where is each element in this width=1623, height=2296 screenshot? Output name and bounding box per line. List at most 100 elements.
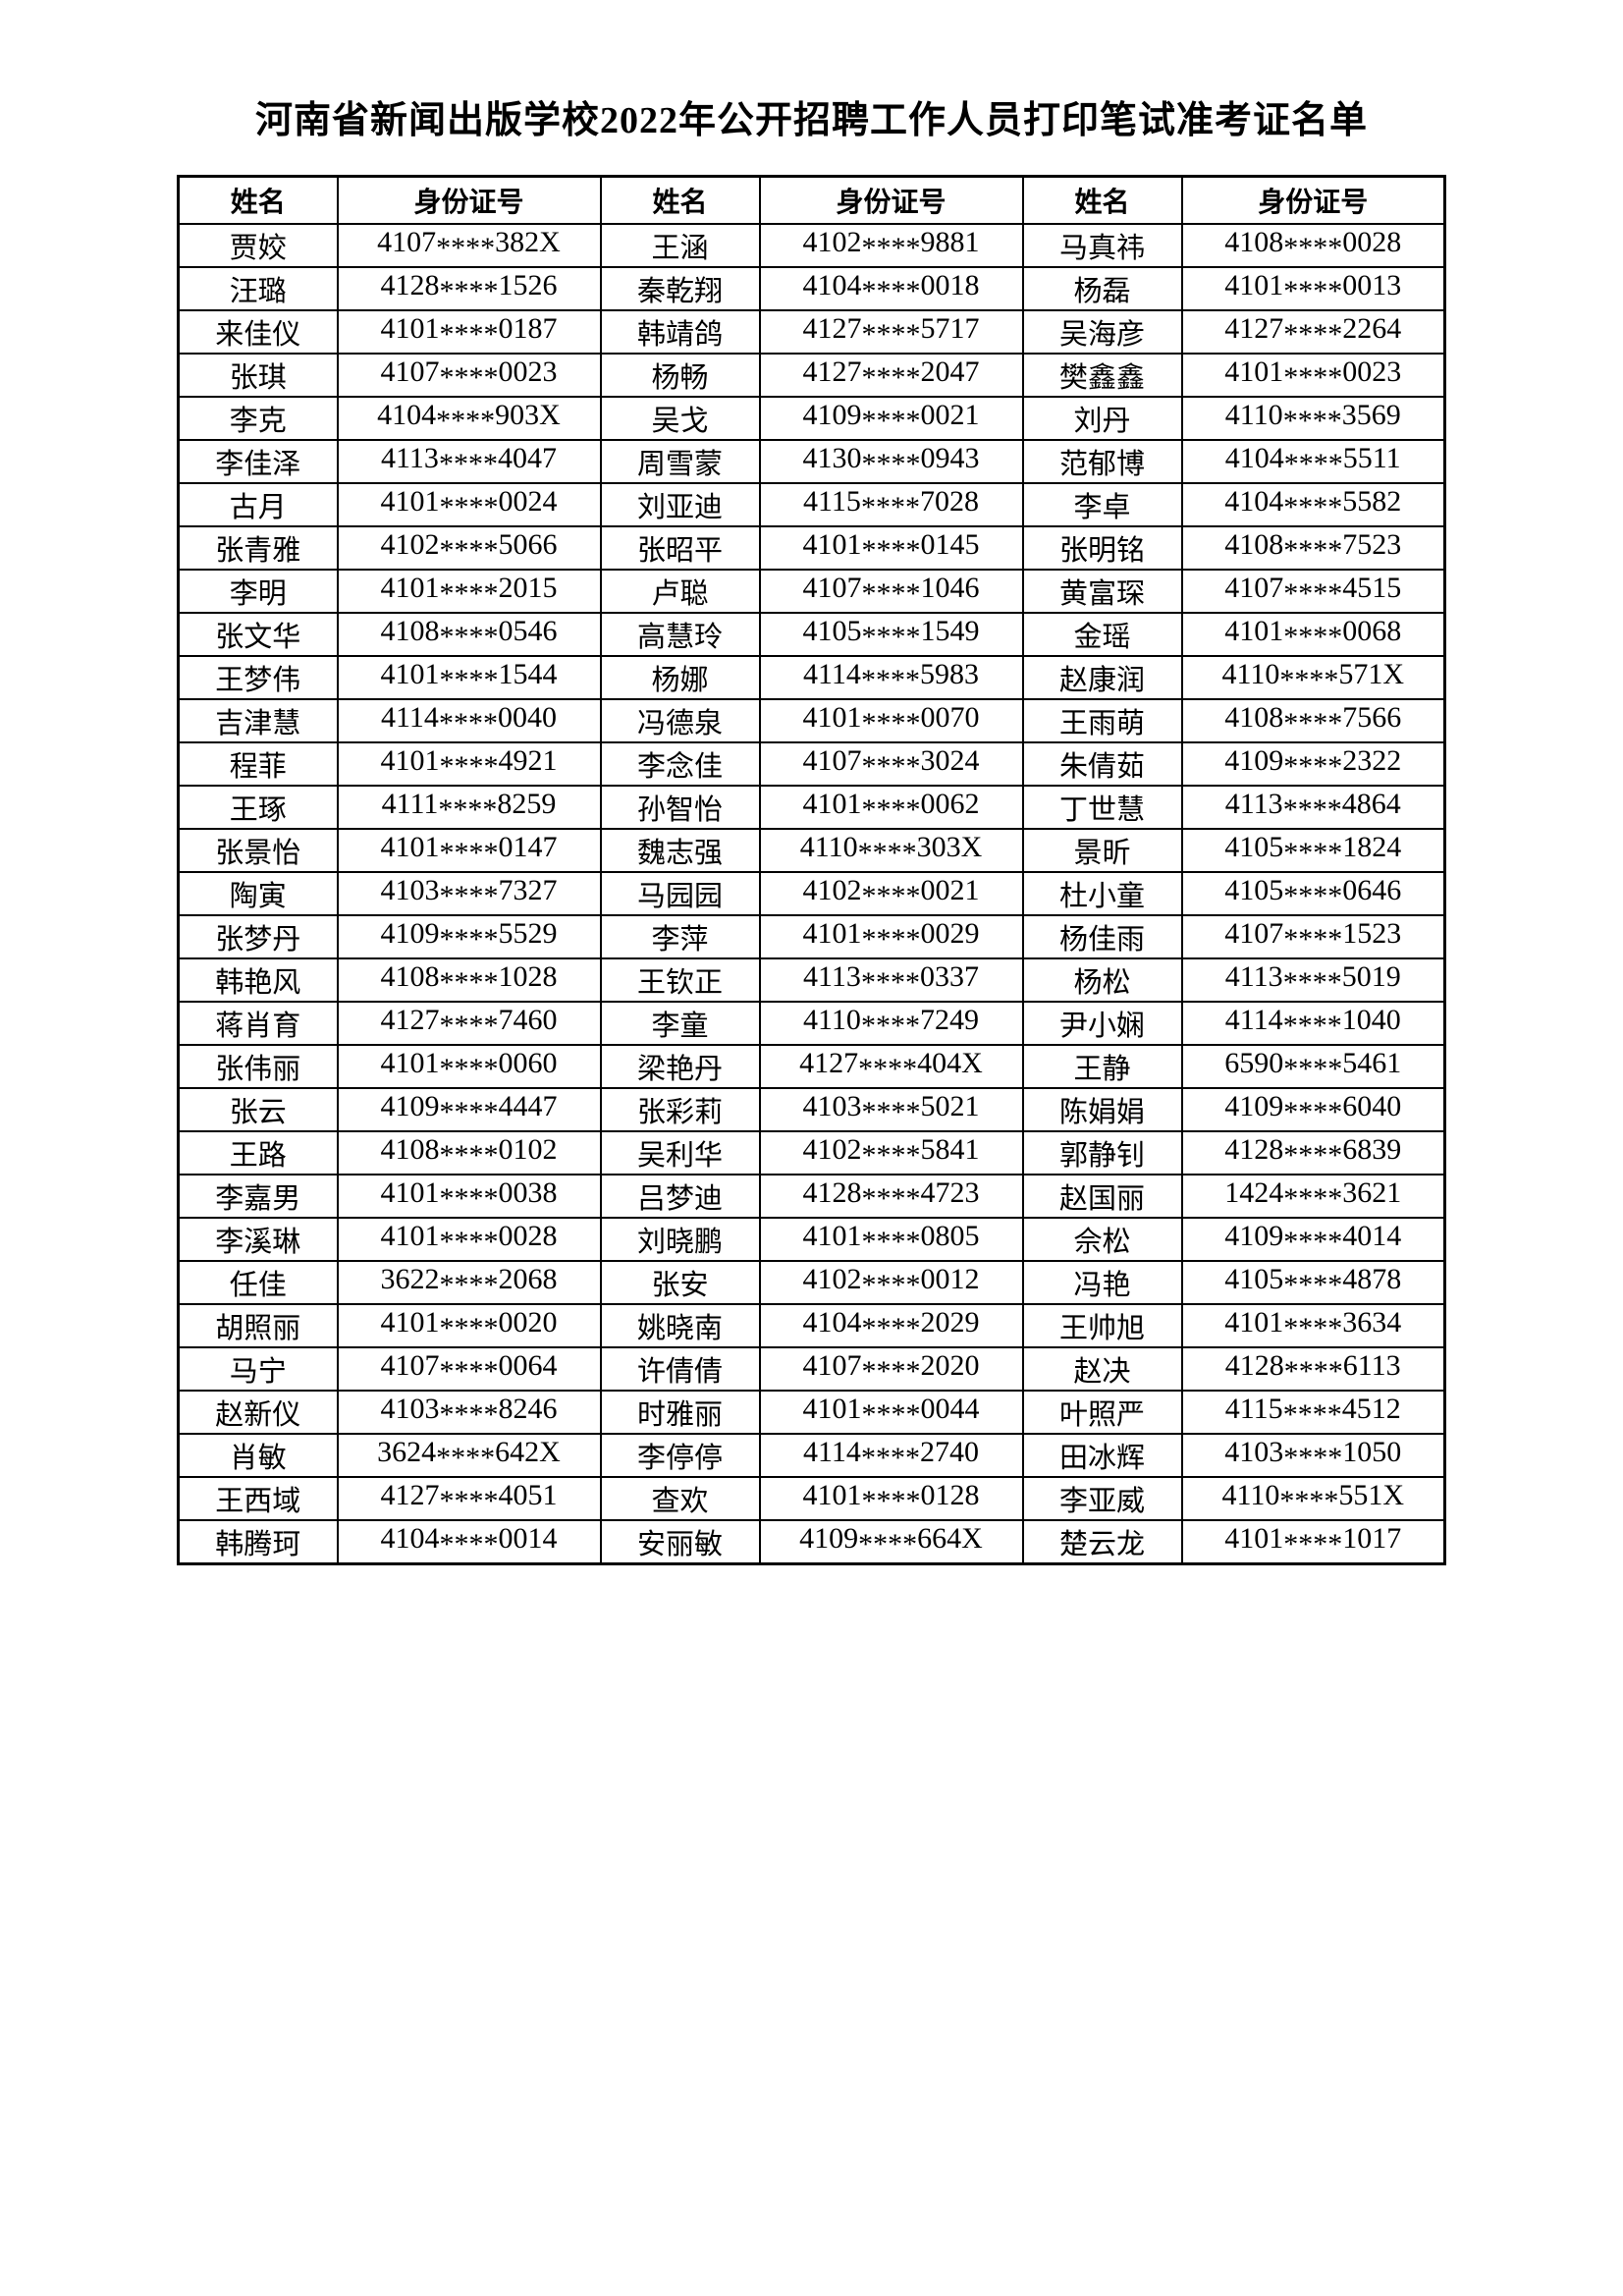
id-cell: 4101****2015: [336, 569, 602, 614]
id-cell: 4102****5841: [758, 1130, 1024, 1175]
table-row: 马宁 4107****0064 许倩倩 4107****2020 赵决 4128****6…: [177, 1346, 1446, 1392]
masked-digits: ****: [1283, 1354, 1343, 1388]
table-row: 张梦丹 4109****5529 李萍 4101****0029 杨佳雨 4107****…: [177, 914, 1446, 959]
id-cell: 4105****0646: [1180, 871, 1446, 916]
name-cell: 杨娜: [599, 655, 761, 700]
name-cell: 王涵: [599, 223, 761, 268]
masked-digits: ****: [1283, 749, 1343, 783]
id-cell: 4107****382X: [336, 223, 602, 268]
name-cell: 高慧玲: [599, 612, 761, 657]
id-cell: 4101****0044: [758, 1390, 1024, 1435]
masked-digits: ****: [861, 620, 921, 653]
masked-digits: ****: [1283, 1441, 1343, 1474]
masked-digits: ****: [439, 360, 499, 394]
masked-digits: ****: [439, 1225, 499, 1258]
name-cell: 马真祎: [1021, 223, 1183, 268]
name-cell: 贾姣: [177, 223, 339, 268]
name-cell: 张梦丹: [177, 914, 339, 959]
masked-digits: ****: [861, 404, 921, 437]
masked-digits: ****: [436, 404, 496, 437]
id-cell: 4101****3634: [1180, 1303, 1446, 1348]
table-row: 张文华 4108****0546 高慧玲 4105****1549 金瑶 4101****…: [177, 612, 1446, 657]
name-cell: 黄富琛: [1021, 569, 1183, 614]
table-row: 王梦伟 4101****1544 杨娜 4114****5983 赵康润 4110****…: [177, 655, 1446, 700]
id-cell: 4101****1017: [1180, 1519, 1446, 1565]
masked-digits: ****: [1282, 793, 1342, 826]
masked-digits: ****: [1282, 1009, 1342, 1042]
id-cell: 4101****0070: [758, 698, 1024, 743]
name-cell: 赵国丽: [1021, 1174, 1183, 1219]
masked-digits: ****: [861, 749, 921, 783]
table-row: 张景怡 4101****0147 魏志强 4110****303X 景昕 4105****…: [177, 828, 1446, 873]
masked-digits: ****: [438, 447, 498, 480]
masked-digits: ****: [1283, 533, 1343, 567]
id-cell: 1424****3621: [1180, 1174, 1446, 1219]
table-row: 张青雅 4102****5066 张昭平 4101****0145 张明铭 4108***…: [177, 525, 1446, 571]
id-cell: 4107****0064: [336, 1346, 602, 1392]
name-cell: 郭静钊: [1021, 1130, 1183, 1175]
id-cell: 4101****0068: [1180, 612, 1446, 657]
id-cell: 4108****7566: [1180, 698, 1446, 743]
id-cell: 3624****642X: [336, 1433, 602, 1478]
table-row: 李克 4104****903X 吴戈 4109****0021 刘丹 4110****35…: [177, 396, 1446, 441]
id-cell: 4127****2047: [758, 353, 1024, 398]
table-row: 贾姣 4107****382X 王涵 4102****9881 马真祎 4108****0…: [177, 223, 1446, 268]
name-cell: 韩艳风: [177, 957, 339, 1003]
table-row: 李溪琳 4101****0028 刘晓鹏 4101****0805 佘松 4109****…: [177, 1217, 1446, 1262]
name-cell: 张昭平: [599, 525, 761, 571]
id-cell: 4115****7028: [758, 482, 1024, 527]
masked-digits: ****: [436, 1441, 496, 1474]
id-cell: 4108****1028: [336, 957, 602, 1003]
name-cell: 刘亚迪: [599, 482, 761, 527]
table-row: 张琪 4107****0023 杨畅 4127****2047 樊鑫鑫 4101****0…: [177, 353, 1446, 398]
id-cell: 4127****2264: [1180, 309, 1446, 355]
name-cell: 吴利华: [599, 1130, 761, 1175]
id-cell: 4101****0038: [336, 1174, 602, 1219]
name-cell: 任佳: [177, 1260, 339, 1305]
name-cell: 李克: [177, 396, 339, 441]
id-cell: 4105****1549: [758, 612, 1024, 657]
id-cell: 4107****2020: [758, 1346, 1024, 1392]
masked-digits: ****: [860, 1009, 920, 1042]
id-cell: 4101****0145: [758, 525, 1024, 571]
header-cell: 姓名: [177, 175, 339, 225]
id-cell: 4101****0187: [336, 309, 602, 355]
id-cell: 4101****4921: [336, 741, 602, 787]
name-cell: 孙智怡: [599, 785, 761, 830]
masked-digits: ****: [861, 447, 921, 480]
masked-digits: ****: [438, 706, 498, 739]
name-cell: 张安: [599, 1260, 761, 1305]
id-cell: 4101****0062: [758, 785, 1024, 830]
name-cell: 李萍: [599, 914, 761, 959]
name-cell: 杨畅: [599, 353, 761, 398]
table-row: 李佳泽 4113****4047 周雪蒙 4130****0943 范郁博 4104***…: [177, 439, 1446, 484]
masked-digits: ****: [439, 1181, 499, 1215]
table-row: 王路 4108****0102 吴利华 4102****5841 郭静钊 4128****…: [177, 1130, 1446, 1175]
name-cell: 胡照丽: [177, 1303, 339, 1348]
name-cell: 李念佳: [599, 741, 761, 787]
masked-digits: ****: [1283, 706, 1343, 739]
id-cell: 4101****1544: [336, 655, 602, 700]
id-cell: 4110****303X: [758, 828, 1024, 873]
name-cell: 魏志强: [599, 828, 761, 873]
masked-digits: ****: [861, 1484, 921, 1517]
masked-digits: ****: [861, 576, 921, 610]
id-cell: 4127****5717: [758, 309, 1024, 355]
id-cell: 4114****2740: [758, 1433, 1024, 1478]
masked-digits: ****: [439, 1009, 499, 1042]
id-cell: 4101****0020: [336, 1303, 602, 1348]
masked-digits: ****: [1283, 1181, 1343, 1215]
name-cell: 尹小娴: [1021, 1001, 1183, 1046]
name-cell: 秦乾翔: [599, 266, 761, 311]
masked-digits: ****: [1283, 447, 1343, 480]
masked-digits: ****: [439, 922, 499, 956]
masked-digits: ****: [861, 360, 921, 394]
masked-digits: ****: [439, 1397, 499, 1431]
name-cell: 赵康润: [1021, 655, 1183, 700]
id-cell: 4113****4864: [1180, 785, 1446, 830]
name-cell: 赵新仪: [177, 1390, 339, 1435]
name-cell: 杜小童: [1021, 871, 1183, 916]
name-cell: 范郁博: [1021, 439, 1183, 484]
id-cell: 4109****4447: [336, 1087, 602, 1132]
